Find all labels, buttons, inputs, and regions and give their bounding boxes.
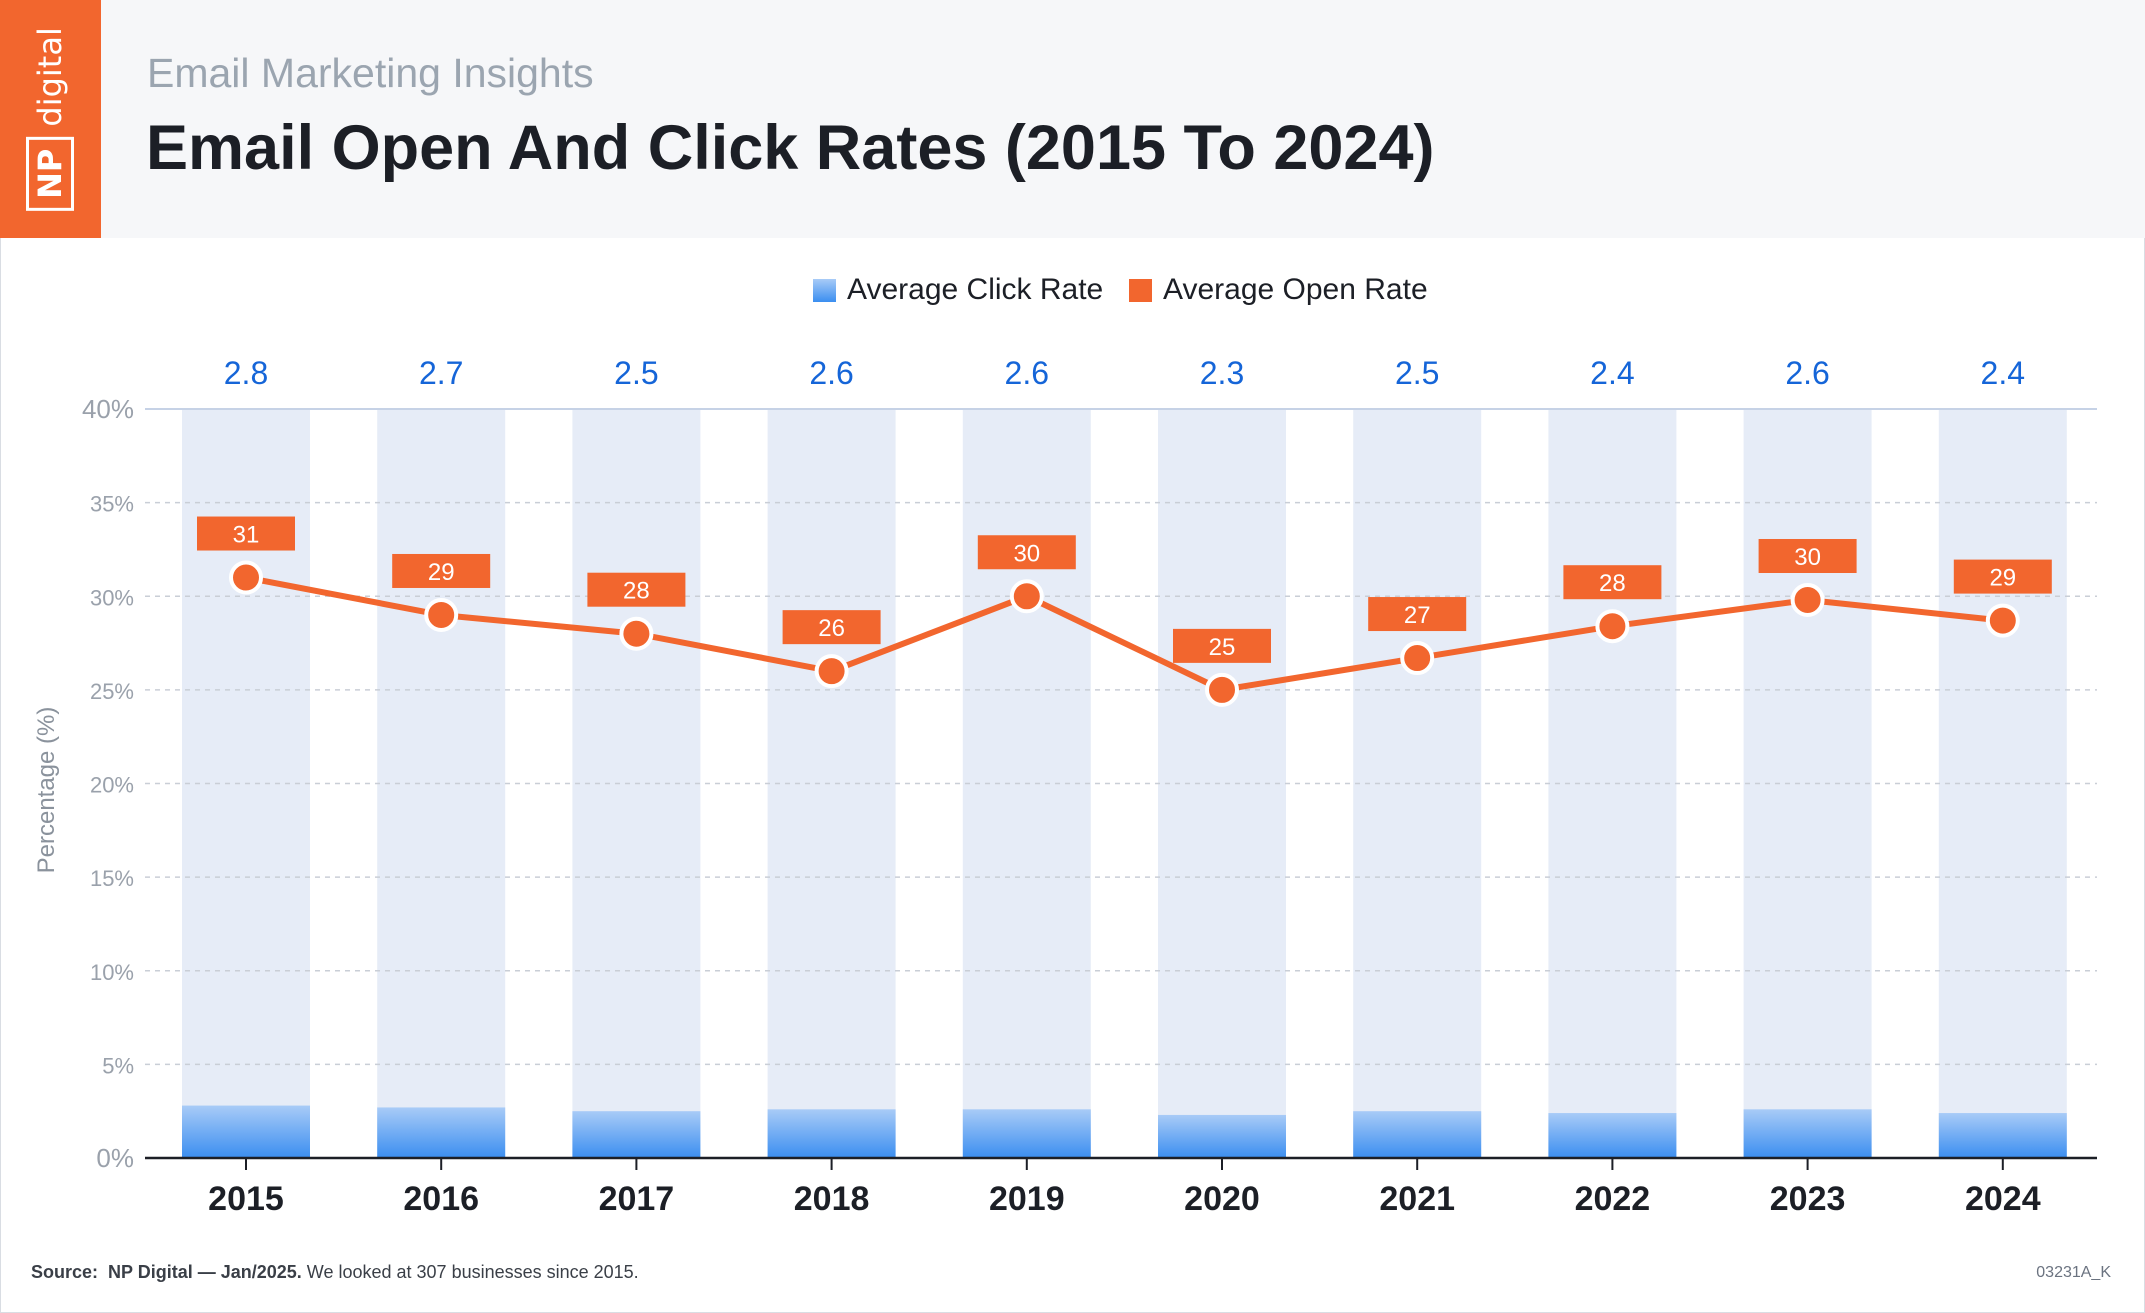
x-tick-label: 2019 [989, 1180, 1065, 1218]
open-rate-label-box [1953, 559, 2052, 594]
open-rate-label: 27 [1404, 602, 1431, 629]
x-tick-label: 2023 [1770, 1180, 1846, 1218]
open-rate-label: 30 [1794, 544, 1821, 571]
open-rate-point [619, 616, 654, 651]
y-tick-label: 0% [96, 1143, 134, 1173]
open-rate-label-box [782, 610, 881, 645]
click-rate-label: 2.4 [1590, 355, 1634, 391]
y-tick-label: 30% [90, 585, 134, 610]
open-rate-label: 31 [233, 522, 260, 549]
open-rate-point [814, 654, 849, 689]
click-rate-label: 2.3 [1200, 355, 1244, 391]
y-tick-label: 35% [90, 492, 134, 517]
open-rate-point [1985, 603, 2020, 638]
footer-code: 03231A_K [2036, 1264, 2111, 1281]
click-rate-bar [1353, 1111, 1482, 1158]
click-rate-bar [962, 1109, 1091, 1158]
axes: 0% 5% 10% 15% 20% 25% 30% 35% 40% 2015 2016 2017 201… [82, 394, 2097, 1218]
open-rate-point [1595, 609, 1630, 644]
open-rate-line [229, 560, 2020, 707]
x-tick-label: 2024 [1965, 1180, 2041, 1218]
click-rate-bar [377, 1107, 506, 1158]
x-tick-label: 2020 [1184, 1180, 1260, 1218]
open-rate-label: 29 [1989, 565, 2016, 592]
legend-label-click: Average Click Rate [847, 273, 1103, 306]
click-rate-bar [1548, 1113, 1677, 1158]
click-rate-label: 2.6 [1005, 355, 1049, 391]
y-tick-label: 25% [90, 679, 134, 704]
open-rate-label: 28 [623, 578, 650, 605]
click-rate-bar [767, 1109, 896, 1158]
open-rate-point [1790, 582, 1825, 617]
open-rate-polyline [245, 574, 2004, 693]
x-tick-label: 2022 [1575, 1180, 1651, 1218]
click-rate-label: 2.5 [1395, 355, 1439, 391]
source-label: Source: [31, 1262, 99, 1282]
x-tick-label: 2021 [1379, 1180, 1455, 1218]
open-rate-label: 30 [1013, 540, 1040, 567]
source-note: We looked at 307 businesses since 2015. [301, 1262, 639, 1282]
y-tick-label: 40% [82, 394, 134, 424]
legend-swatch-click [813, 279, 836, 302]
open-rate-label: 25 [1209, 634, 1236, 661]
footer-source: Source: NP Digital — Jan/2025. We looked… [31, 1262, 639, 1283]
y-tick-label: 20% [90, 773, 134, 798]
open-rate-point [424, 597, 459, 632]
click-rate-bar [1743, 1109, 1872, 1158]
y-axis-title: Percentage (%) [33, 707, 60, 874]
click-rate-bar [1158, 1114, 1286, 1158]
click-rate-bar [1938, 1113, 2067, 1158]
legend-swatch-open [1129, 279, 1152, 302]
y-tick-label: 15% [90, 866, 134, 891]
click-rate-bar [572, 1111, 701, 1158]
x-tick-label: 2017 [599, 1180, 675, 1218]
click-rate-bar [182, 1105, 310, 1158]
open-rate-label-box [1563, 565, 1662, 600]
open-rate-label: 29 [428, 559, 455, 586]
open-rate-label: 26 [818, 615, 845, 642]
click-rate-bars [182, 1105, 2067, 1158]
open-rate-label-box [197, 516, 295, 551]
open-rate-point [1400, 641, 1435, 676]
open-rate-label-box [977, 535, 1076, 570]
chart-title: Email Open And Click Rates (2015 To 2024… [146, 113, 1435, 183]
legend: Average Click Rate Average Open Rate [813, 273, 1428, 306]
x-tick-label: 2016 [403, 1180, 479, 1218]
open-rate-label-box [1758, 538, 1857, 573]
source-name: NP Digital — Jan/2025. [108, 1262, 302, 1282]
click-rate-label: 2.4 [1981, 355, 2025, 391]
y-tick-label: 5% [102, 1053, 134, 1078]
open-rate-label-box [587, 572, 686, 607]
open-rate-point [1205, 672, 1239, 707]
open-rate-label-box [1173, 628, 1271, 663]
click-rate-label: 2.5 [614, 355, 658, 391]
column-backgrounds [182, 409, 2067, 1158]
legend-label-open: Average Open Rate [1163, 273, 1428, 306]
x-tick-label: 2018 [794, 1180, 870, 1218]
header-band: NPdigital Email Marketing Insights Email… [0, 0, 2145, 238]
x-tick-label: 2015 [208, 1180, 284, 1218]
click-rate-label: 2.7 [419, 355, 463, 391]
open-rate-point [229, 560, 263, 595]
y-tick-label: 10% [90, 960, 134, 985]
open-rate-label: 28 [1599, 570, 1626, 597]
np-digital-logo: NPdigital [0, 0, 101, 238]
open-rate-point [1009, 579, 1044, 614]
click-rate-label: 2.6 [1785, 355, 1829, 391]
open-rate-label-box [1368, 597, 1467, 632]
open-rate-label-box [392, 553, 491, 588]
click-rate-label: 2.8 [224, 355, 268, 391]
click-rate-label: 2.6 [809, 355, 853, 391]
chart-subtitle: Email Marketing Insights [147, 50, 594, 96]
data-labels: 2.8 2.7 2.5 2.6 2.6 2.3 2.5 2.4 2.6 2.4 31 29 28 26 30… [197, 355, 2052, 663]
